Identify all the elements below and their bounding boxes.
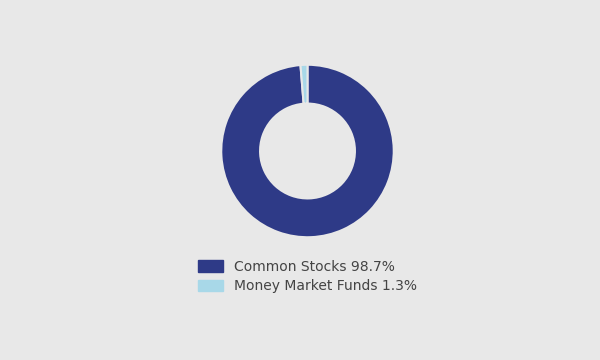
Wedge shape — [221, 65, 394, 237]
Legend: Common Stocks 98.7%, Money Market Funds 1.3%: Common Stocks 98.7%, Money Market Funds … — [198, 260, 417, 293]
Wedge shape — [301, 65, 308, 104]
